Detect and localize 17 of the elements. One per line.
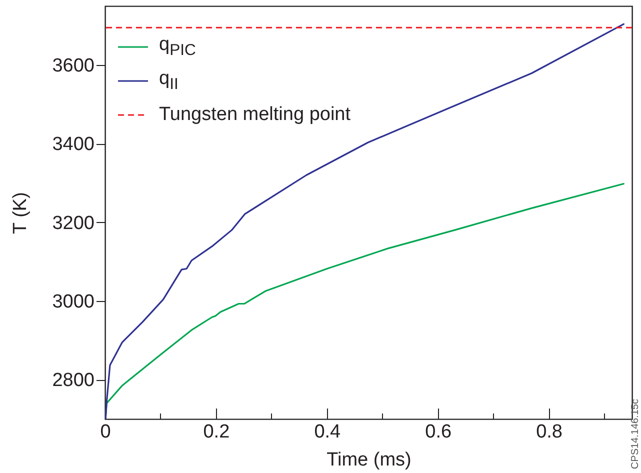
y-tick-label: 3200: [52, 212, 94, 234]
y-tick-label: 3600: [52, 56, 94, 76]
x-tick-label: 0.8: [536, 422, 562, 442]
annotation: CPS14.146.15c: [630, 398, 641, 469]
line-series: [105, 23, 624, 419]
legend-label: q$_{PIC}$: [159, 34, 196, 60]
y-tick-label: 2800: [52, 370, 94, 392]
x-tick-label: 0.6: [425, 422, 452, 442]
y-axis-title: T (K): [10, 192, 32, 234]
x-axis-title: Time (ms): [326, 450, 412, 470]
x-tick-label: 0.4: [314, 422, 342, 442]
x-tick-label: 0.2: [203, 422, 230, 442]
legend-label: q$_{II}$: [159, 68, 178, 94]
legend-label: Tungsten melting point: [159, 104, 351, 126]
y-tick-label: 3000: [52, 292, 94, 312]
y-tick-label: 3400: [52, 134, 94, 156]
x-tick-label: 0: [100, 422, 111, 442]
